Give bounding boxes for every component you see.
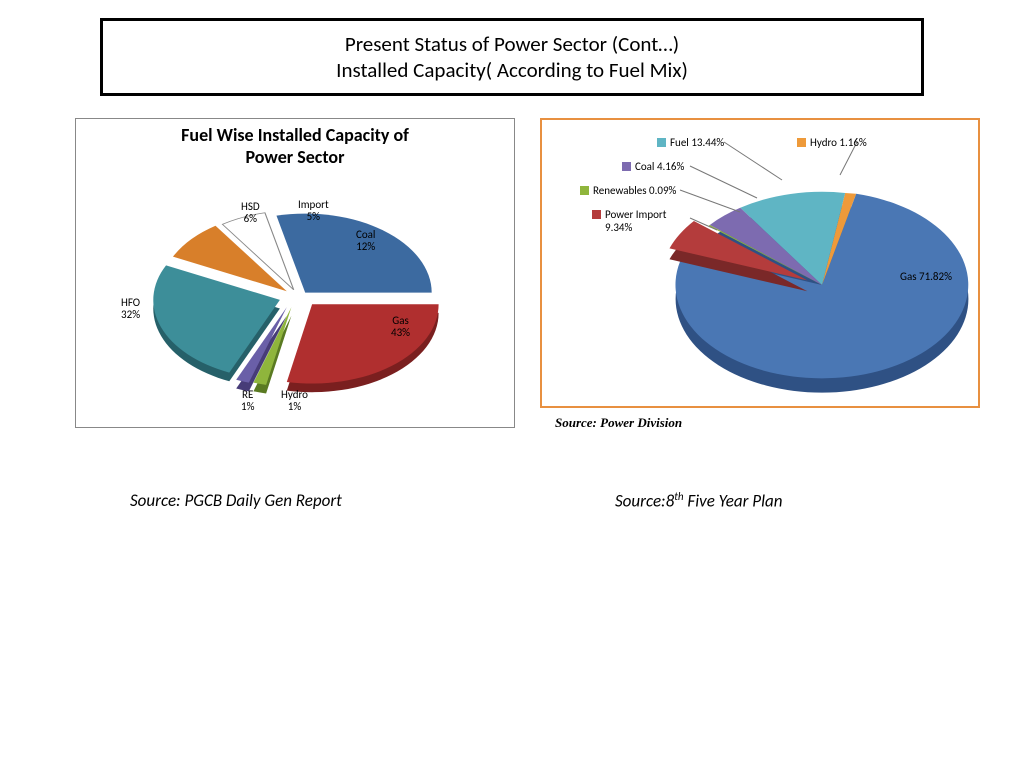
legend-renew: Renewables 0.09%: [580, 184, 676, 197]
marker-gas-icon: [887, 272, 896, 281]
right-chart-panel: Fuel 13.44% Hydro 1.16% Coal 4.16% Renew…: [540, 118, 980, 408]
right-inline-source: Source: Power Division: [555, 415, 682, 431]
marker-fuel-icon: [657, 138, 666, 147]
marker-import-icon: [592, 210, 601, 219]
left-chart-title: Fuel Wise Installed Capacity of Power Se…: [76, 119, 514, 168]
left-chart-panel: Fuel Wise Installed Capacity of Power Se…: [75, 118, 515, 428]
label-hydro: Hydro 1%: [281, 389, 308, 413]
right-pie-svg: [542, 120, 982, 410]
legend-import: Power Import 9.34%: [592, 208, 666, 234]
slide-title-box: Present Status of Power Sector (Cont…) I…: [100, 18, 924, 96]
legend-coal: Coal 4.16%: [622, 160, 684, 173]
marker-renew-icon: [580, 186, 589, 195]
marker-coal-icon: [622, 162, 631, 171]
label-import: Import 5%: [298, 199, 329, 223]
legend-hydro: Hydro 1.16%: [797, 136, 867, 149]
label-gas: Gas 43%: [391, 315, 410, 339]
label-hsd: HSD 6%: [241, 201, 260, 225]
legend-fuel: Fuel 13.44%: [657, 136, 724, 149]
legend-gas: Gas 71.82%: [887, 270, 952, 283]
left-source-text: Source: PGCB Daily Gen Report: [130, 490, 342, 511]
marker-hydro-icon: [797, 138, 806, 147]
right-source-text: Source:8th Five Year Plan: [615, 490, 782, 512]
label-coal: Coal 12%: [356, 229, 375, 253]
label-re: RE 1%: [241, 389, 254, 413]
title-line-1: Present Status of Power Sector (Cont…): [123, 31, 901, 57]
title-line-2: Installed Capacity( According to Fuel Mi…: [123, 57, 901, 83]
label-hfo: HFO 32%: [121, 297, 140, 321]
